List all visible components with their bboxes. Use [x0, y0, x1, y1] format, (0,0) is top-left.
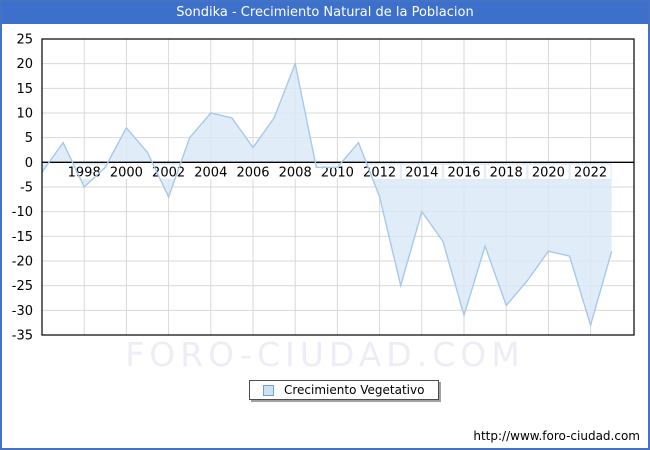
svg-text:2016: 2016: [447, 165, 480, 180]
svg-text:-35: -35: [12, 329, 33, 344]
svg-text:2020: 2020: [532, 165, 565, 180]
legend-label: Crecimiento Vegetativo: [284, 383, 425, 397]
svg-text:2018: 2018: [490, 165, 523, 180]
plot-border: [41, 38, 635, 336]
svg-text:-30: -30: [12, 304, 33, 319]
footer-link[interactable]: http://www.foro-ciudad.com: [473, 429, 640, 443]
data-line: [41, 61, 613, 328]
svg-text:5: 5: [25, 131, 33, 146]
chart-title: Sondika - Crecimiento Natural de la Pobl…: [2, 2, 648, 24]
svg-text:2008: 2008: [279, 165, 312, 180]
svg-text:15: 15: [16, 82, 33, 97]
svg-text:-25: -25: [12, 279, 33, 294]
svg-text:1998: 1998: [68, 165, 101, 180]
svg-text:2010: 2010: [321, 165, 354, 180]
svg-text:0: 0: [25, 156, 33, 171]
x-axis-labels: 1998 2000 2002 2004 2006 2008 2010 2012 2014 2016…: [64, 164, 611, 180]
legend-item[interactable]: Crecimiento Vegetativo: [249, 380, 440, 400]
svg-text:2002: 2002: [152, 165, 185, 180]
svg-text:2004: 2004: [194, 165, 227, 180]
svg-text:2022: 2022: [574, 165, 607, 180]
legend-swatch-icon: [263, 384, 274, 396]
svg-text:10: 10: [16, 107, 33, 122]
area-chart: 1998 2000 2002 2004 2006 2008 2010 2012 2014 2016…: [12, 33, 635, 344]
svg-text:-5: -5: [20, 181, 33, 196]
svg-text:25: 25: [16, 33, 33, 48]
svg-text:2014: 2014: [405, 165, 438, 180]
area-series: [42, 63, 612, 326]
svg-text:-10: -10: [12, 205, 33, 220]
svg-text:-20: -20: [12, 255, 33, 270]
svg-text:2006: 2006: [236, 165, 269, 180]
svg-text:20: 20: [16, 57, 33, 72]
svg-text:-15: -15: [12, 230, 33, 245]
svg-text:2000: 2000: [110, 165, 143, 180]
y-axis-labels: 25 20 15 10 5 0 -5 -10 -15 -20 -25 -30 -35: [12, 33, 33, 344]
